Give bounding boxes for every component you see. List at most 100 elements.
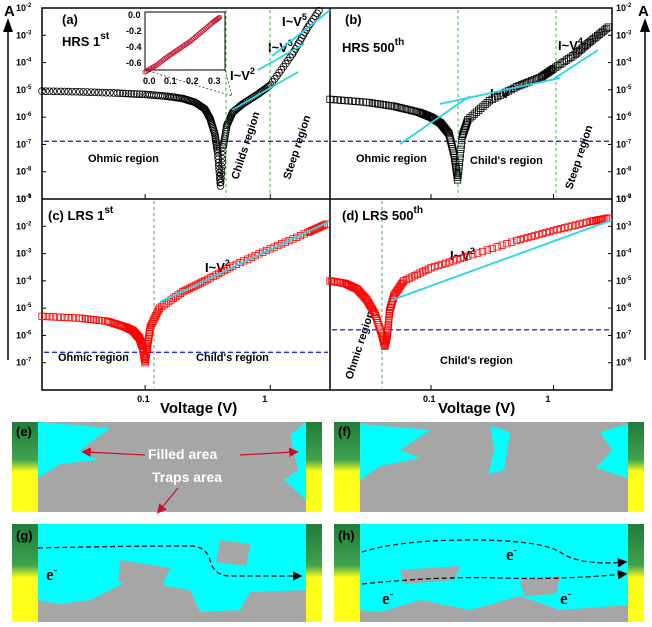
data-point [405, 274, 413, 282]
y-tick-label: 10-8 [16, 167, 32, 177]
data-point [199, 278, 207, 286]
data-point [218, 162, 226, 171]
panel-a-title-sup: st [100, 31, 110, 42]
panel-c-title: (c) LRS 1st [48, 205, 114, 223]
data-point [508, 238, 516, 246]
data-point [216, 182, 225, 190]
fit-line-c-v2 [159, 221, 329, 303]
fit-label-a-v3: I~V3 [268, 38, 293, 55]
data-point [277, 240, 286, 248]
data-point [218, 154, 227, 163]
region-ohmic-c: Ohmic region [58, 352, 129, 364]
data-point [68, 87, 76, 96]
data-point [408, 273, 416, 281]
inset-a: 0.0 0.1 0.2 0.3 0.0 -0.2 -0.4 -0.6 [126, 10, 233, 97]
data-point [483, 246, 491, 254]
data-point [455, 158, 464, 167]
data-point [384, 321, 392, 330]
data-point [400, 277, 408, 285]
data-point [330, 96, 338, 104]
data-point [216, 178, 225, 186]
data-point [395, 103, 403, 112]
data-point [296, 232, 305, 240]
data-point [503, 240, 511, 248]
data-point [569, 52, 577, 60]
data-point [109, 319, 117, 327]
region-ohmic-b: Ohmic region [356, 153, 427, 165]
data-point [470, 110, 478, 118]
data-point [352, 97, 360, 106]
panel-a-title-text: HRS 1 [62, 34, 100, 49]
data-point [516, 235, 524, 244]
data-point [568, 222, 576, 230]
data-point [53, 313, 61, 321]
data-point [196, 279, 205, 287]
data-point [384, 319, 393, 327]
data-point [237, 101, 246, 109]
data-point [103, 317, 112, 325]
data-point [560, 224, 569, 232]
y-unit-left: A [3, 3, 15, 360]
y-tick-label: 10-6 [616, 303, 632, 313]
fit-line-b-v2 [439, 77, 561, 105]
data-point [456, 154, 464, 162]
fit-line-b-curve [399, 95, 471, 145]
y-tick-label: 10-9 [16, 194, 32, 204]
data-point [402, 275, 411, 284]
data-point [493, 243, 501, 251]
panel-d-title: (d) LRS 500th [342, 205, 423, 223]
schematic-g: (g) e- [12, 524, 322, 622]
schematic-e-letter: (e) [16, 424, 32, 439]
data-point [385, 312, 393, 320]
data-point [38, 312, 46, 320]
data-point [454, 176, 462, 184]
fit-line-a-v3 [257, 43, 305, 71]
data-point [479, 102, 487, 111]
traps-area-label: Traps area [152, 469, 222, 485]
data-point [57, 87, 65, 96]
data-point [602, 24, 611, 33]
region-steep-a: Steep region [281, 114, 313, 181]
data-point [83, 88, 92, 96]
data-point [491, 94, 499, 102]
data-point [524, 233, 532, 242]
y-tick-label: 10-3 [616, 221, 632, 231]
data-point [397, 104, 406, 112]
data-point [45, 87, 54, 96]
data-point [520, 80, 528, 88]
fit-line-b-v4 [551, 49, 599, 81]
data-point [572, 221, 580, 229]
electron-g: e- [46, 564, 58, 584]
y-tick-label: 10-3 [16, 30, 32, 40]
data-point [124, 89, 133, 98]
data-point [583, 218, 591, 226]
data-point [293, 233, 301, 241]
data-point [289, 235, 297, 243]
x-tick-label: 0.1 [137, 394, 150, 404]
data-point [106, 89, 114, 97]
y-unit-right-label: A [638, 3, 649, 20]
data-point [217, 166, 226, 175]
data-point [98, 88, 107, 97]
y-tick-label: 10-6 [16, 330, 32, 340]
data-point [90, 88, 99, 97]
y-tick-label: 10-3 [16, 249, 32, 259]
y-tick-label: 10-6 [16, 112, 32, 122]
data-point [400, 105, 408, 113]
y-tick-label: 10-5 [16, 303, 32, 313]
fit-label-b-v4: I~V4 [558, 36, 583, 53]
data-point [457, 145, 465, 153]
data-point [217, 174, 225, 182]
data-point [138, 90, 147, 99]
data-point [326, 95, 334, 103]
data-point [333, 96, 341, 104]
data-point [132, 90, 141, 98]
svg-text:(d) LRS 500th: (d) LRS 500th [342, 205, 423, 223]
y-tick-label: 10-2 [616, 3, 632, 13]
electron-h-3: e- [560, 588, 572, 608]
data-point [285, 236, 293, 245]
data-point [60, 87, 69, 96]
data-point [281, 238, 289, 246]
data-point [535, 230, 543, 239]
